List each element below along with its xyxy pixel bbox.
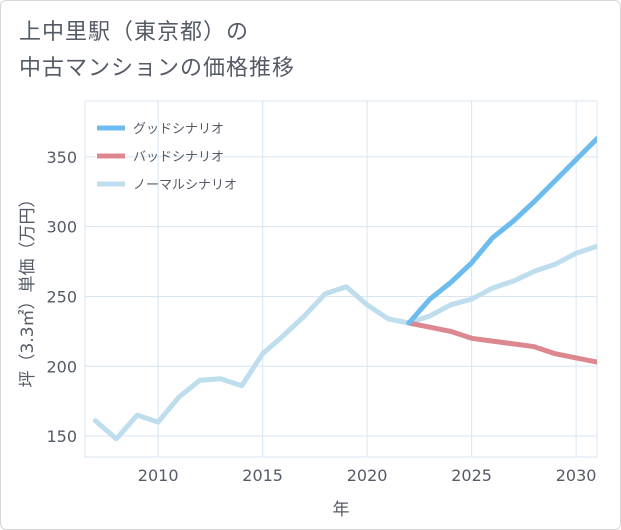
series-line-bad [406, 320, 597, 365]
series-line-good [406, 136, 597, 326]
y-tick-label-300: 300 [46, 218, 77, 237]
title-line-2: 中古マンションの価格推移 [19, 56, 296, 81]
x-tick-label-2020: 2020 [347, 466, 388, 485]
x-tick-label-2025: 2025 [451, 466, 492, 485]
y-tick-label-200: 200 [46, 357, 77, 376]
series-line-normal [92, 243, 597, 442]
y-tick-label-250: 250 [46, 287, 77, 306]
y-tick-label-350: 350 [46, 148, 77, 167]
page-title: 上中里駅（東京都）の 中古マンションの価格推移 [19, 15, 295, 87]
title-line-1: 上中里駅（東京都）の [19, 20, 250, 45]
x-tick-label-2030: 2030 [556, 466, 597, 485]
series-layer [92, 136, 597, 442]
y-tick-label-150: 150 [46, 427, 77, 446]
x-tick-label-2015: 2015 [242, 466, 283, 485]
tick-layer: 2010 2015 2020 2025 2030 150 200 250 300 350 [46, 148, 596, 485]
plot-frame [84, 100, 598, 458]
y-axis-label: 坪（3.3㎡）単価（万円） [18, 190, 38, 387]
legend-label-bad: バッドシナリオ [133, 150, 224, 165]
x-axis-label: 年 [333, 500, 350, 520]
grid-layer [84, 100, 598, 458]
legend-label-normal: ノーマルシナリオ [133, 178, 237, 193]
x-tick-label-2010: 2010 [138, 466, 179, 485]
legend-label-good: グッドシナリオ [133, 122, 224, 137]
